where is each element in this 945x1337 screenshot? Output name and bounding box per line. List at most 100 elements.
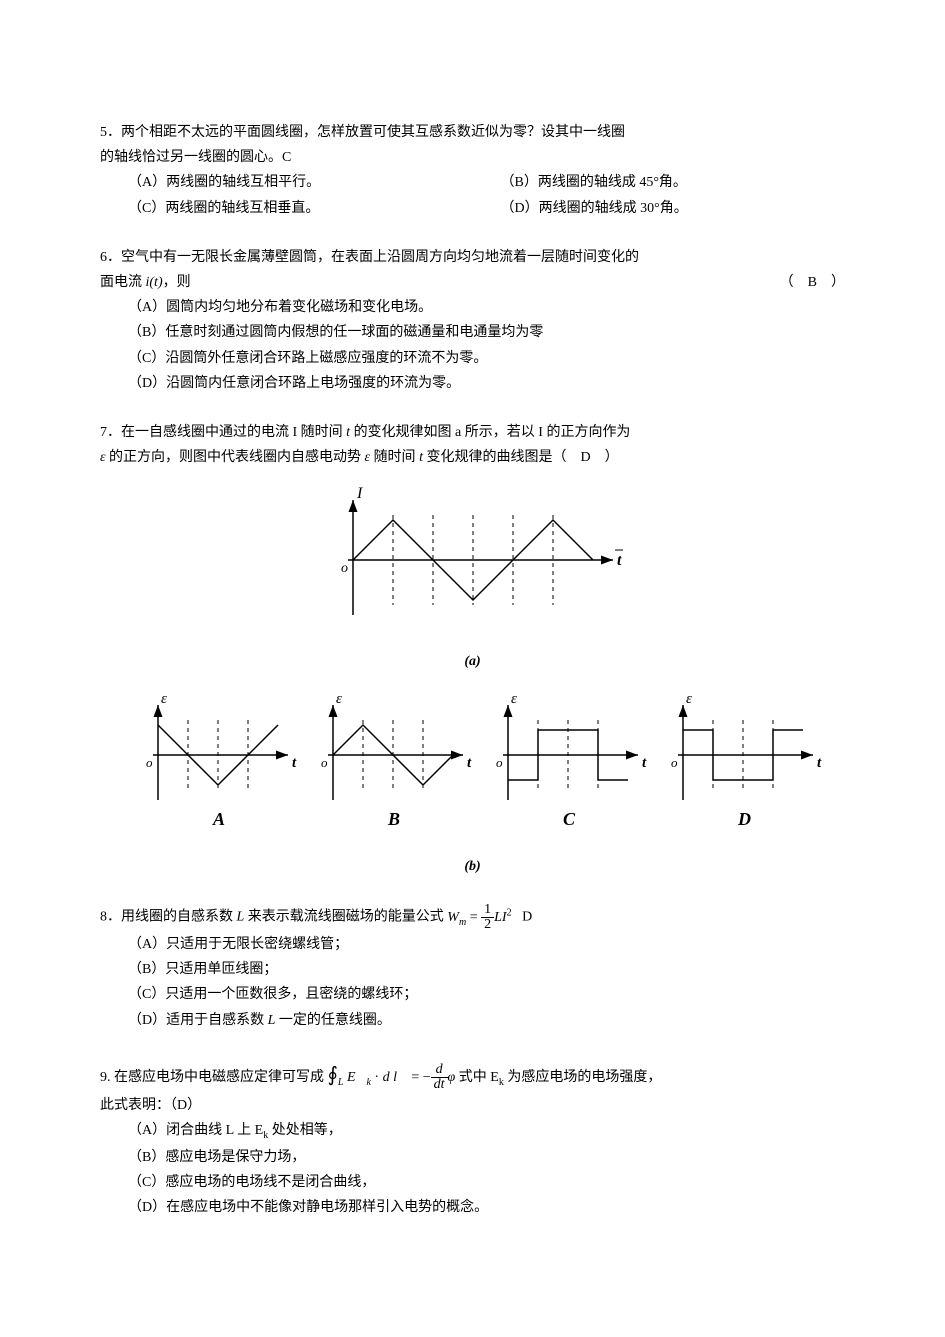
q6-option-b: （B）任意时刻通过圆筒内假想的任一球面的磁通量和电通量均为零 [100,320,845,345]
svg-text:ε: ε [161,691,167,707]
svg-text:t: t [817,755,822,771]
q9-option-b: （B）感应电场是保守力场， [100,1145,845,1170]
q9-formula: ∮L E⃗k · d l⃗ = −ddtφ [328,1070,459,1085]
q6-option-c: （C）沿圆筒外任意闭合环路上磁感应强度的环流不为零。 [100,346,845,371]
svg-text:I: I [356,485,363,502]
q7-figure-b: otεAotεBotεCotεD [123,685,823,845]
q7-fig-a-caption: (a) [100,649,845,674]
q8-option-b: （B）只适用单匝线圈； [100,957,845,982]
q9-s2b: ） [187,1098,201,1113]
q7-number: 7． [100,425,121,440]
q7-figure-a-wrap: o t I (a) [100,480,845,674]
q7-figure-a: o t I [323,480,623,640]
q9-option-a: （A）闭合曲线 L 上 Ek 处处相等， [100,1118,845,1145]
q7-s1b: 的变化规律如图 a 所示，若以 I 的正方向作为 [350,425,630,440]
svg-text:ε: ε [686,691,692,707]
q9-stem-line2: 此式表明：（D） [100,1093,845,1118]
q8-d-a: （D）适用于自感系数 [128,1013,268,1028]
q8-frac-num: 1 [481,903,494,918]
page-container: 5．两个相距不太远的平面圆线圈，怎样放置可使其互感系数近似为零？设其中一线圈 的… [0,0,945,1337]
q7-s2d: 随时间 [370,450,419,465]
q7-s2g: ） [591,450,619,465]
q8-sb: 来表示载流线圈磁场的能量公式 [244,910,447,925]
q6-stem-suffix: ，则 [163,275,191,290]
q5-number: 5． [100,125,121,140]
q9-s2a: 此式表明：（ [100,1098,177,1113]
q8-LI: LI [494,910,506,925]
q9-a-Ek: Ek [255,1123,269,1138]
q6-stem-var: i(t) [146,275,163,290]
q9-sb: 式中 [459,1070,491,1085]
q8-Wm-W: W [447,910,459,925]
q5-stem-text-1: 两个相距不太远的平面圆线圈，怎样放置可使其互感系数近似为零？设其中一线圈 [121,125,625,140]
q5-options-row2: （C）两线圈的轴线互相垂直。 （D）两线圈的轴线成 30°角。 [100,196,845,221]
svg-text:o: o [321,755,328,770]
q8-eq: = [466,910,481,925]
q6-option-a: （A）圆筒内均匀地分布着变化磁场和变化电场。 [100,295,845,320]
svg-text:C: C [563,809,576,829]
q7-answer: D [580,450,590,465]
q8-frac: 12 [481,903,494,932]
q6-number: 6． [100,250,121,265]
svg-text:A: A [212,809,225,829]
q6-stem-line2: 面电流 i(t)，则 （ B ） [100,270,845,295]
q5-option-a: （A）两线圈的轴线互相平行。 [100,170,473,195]
q9-dot: · [371,1070,383,1085]
q7-figure-b-wrap: otεAotεBotεCotεD (b) [100,685,845,879]
q8-option-c: （C）只适用一个匝数很多，且密绕的螺线环； [100,982,845,1007]
q8-formula: Wm = 12LI2 [447,910,515,925]
q5-stem-line1: 5．两个相距不太远的平面圆线圈，怎样放置可使其互感系数近似为零？设其中一线圈 [100,120,845,145]
svg-text:o: o [341,561,348,576]
q5-stem-text-2: 的轴线恰过另一线圈的圆心。 [100,150,282,165]
svg-text:t: t [467,755,472,771]
q8-option-a: （A）只适用于无限长密绕螺线管； [100,932,845,957]
q8-answer: D [522,910,532,925]
q8-sa: 用线圈的自感系数 [121,910,237,925]
q5-option-c: （C）两线圈的轴线互相垂直。 [100,196,473,221]
svg-text:t: t [617,552,622,569]
q7-stem-line1: 7．在一自感线圈中通过的电流 I 随时间 t 的变化规律如图 a 所示，若以 I… [100,420,845,445]
q9-frac-den: dt [431,1078,448,1092]
question-9: 9. 在感应电场中电磁感应定律可写成 ∮L E⃗k · d l⃗ = −ddtφ… [100,1057,845,1221]
q6-stem-line1: 6．空气中有一无限长金属薄壁圆筒，在表面上沿圆周方向均匀地流着一层随时间变化的 [100,245,845,270]
q9-subL: L [338,1077,344,1088]
q9-sc: 为感应电场的电场强度， [504,1070,662,1085]
svg-text:o: o [496,755,503,770]
q6-stem-left: 面电流 i(t)，则 [100,270,191,295]
q8-number: 8． [100,910,121,925]
question-8: 8．用线圈的自感系数 L 来表示载流线圈磁场的能量公式 Wm = 12LI2 D… [100,903,845,1033]
q9-a-E: E [255,1123,264,1138]
q7-s2f: 变化规律的曲线图是（ [423,450,581,465]
q9-option-d: （D）在感应电场中不能像对静电场那样引入电势的概念。 [100,1195,845,1220]
q6-stem-text-1: 空气中有一无限长金属薄壁圆筒，在表面上沿圆周方向均匀地流着一层随时间变化的 [121,250,639,265]
q7-s1a: 在一自感线圈中通过的电流 I 随时间 [121,425,346,440]
q9-frac-num: d [431,1063,448,1078]
q6-option-d: （D）沿圆筒内任意闭合环路上电场强度的环流为零。 [100,371,845,396]
q5-stem-line2: 的轴线恰过另一线圈的圆心。C [100,145,845,170]
question-7: 7．在一自感线圈中通过的电流 I 随时间 t 的变化规律如图 a 所示，若以 I… [100,420,845,879]
svg-text:ε: ε [511,691,517,707]
q9-number: 9. [100,1070,111,1085]
question-6: 6．空气中有一无限长金属薄壁圆筒，在表面上沿圆周方向均匀地流着一层随时间变化的 … [100,245,845,396]
q8-frac-den: 2 [481,918,494,932]
q5-option-b: （B）两线圈的轴线成 45°角。 [473,170,846,195]
q5-answer: C [282,150,291,165]
q9-dl: d l⃗ [383,1070,408,1085]
svg-text:t: t [642,755,647,771]
q9-oint: ∮ [328,1064,338,1086]
q9-Ek-txt: Ek [490,1070,504,1085]
q7-fig-b-caption: (b) [100,854,845,879]
q9-eq: = − [408,1070,431,1085]
q7-stem-line2: ε 的正方向，则图中代表线圈内自感电动势 ε 随时间 t 变化规律的曲线图是（ … [100,445,845,470]
q5-options-row1: （A）两线圈的轴线互相平行。 （B）两线圈的轴线成 45°角。 [100,170,845,195]
q9-phi: φ [448,1070,456,1085]
q9-stem-line1: 9. 在感应电场中电磁感应定律可写成 ∮L E⃗k · d l⃗ = −ddtφ… [100,1057,845,1093]
q7-s2b: 的正方向，则图中代表线圈内自感电动势 [106,450,365,465]
q8-option-d: （D）适用于自感系数 L 一定的任意线圈。 [100,1008,845,1033]
q8-stem: 8．用线圈的自感系数 L 来表示载流线圈磁场的能量公式 Wm = 12LI2 D [100,903,845,932]
svg-text:o: o [671,755,678,770]
q9-answer: D [177,1098,187,1113]
svg-text:D: D [737,809,751,829]
svg-text:ε: ε [336,691,342,707]
q6-stem-prefix: 面电流 [100,275,146,290]
